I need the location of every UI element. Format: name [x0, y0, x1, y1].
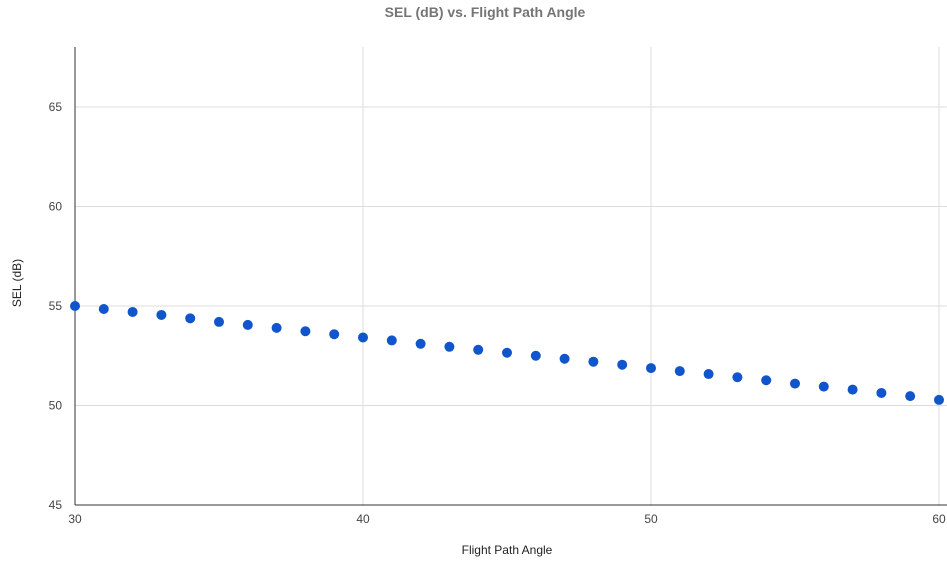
data-point-0-6	[242, 319, 253, 330]
data-point-0-24	[761, 375, 772, 386]
data-point-0-11	[386, 335, 397, 346]
y-tick-label-0: 45	[49, 498, 63, 512]
data-point-0-18	[588, 356, 599, 367]
data-point-0-23	[732, 372, 743, 383]
data-point-0-1	[98, 303, 109, 314]
y-tick-label-1: 50	[49, 399, 63, 413]
data-point-0-26	[818, 381, 829, 392]
data-point-0-7	[271, 322, 282, 333]
data-point-0-20	[646, 363, 656, 374]
y-tick-label-3: 60	[49, 200, 63, 214]
x-tick-label-0: 30	[68, 512, 82, 526]
data-point-0-21	[674, 366, 685, 377]
data-point-0-28	[876, 387, 887, 398]
data-point-0-14	[473, 344, 484, 355]
x-tick-label-2: 50	[644, 512, 658, 526]
data-point-0-29	[905, 391, 916, 402]
y-axis-label: SEL (dB)	[10, 259, 24, 307]
data-point-0-9	[329, 329, 340, 340]
gridlines	[75, 47, 947, 505]
y-tick-label-2: 55	[49, 299, 63, 313]
axes	[74, 47, 947, 506]
y-tick-label-4: 65	[49, 100, 63, 114]
chart-title: SEL (dB) vs. Flight Path Angle	[385, 4, 586, 20]
tick-labels: 45 50 55 60 65 30 40 50 60	[49, 100, 946, 526]
data-point-0-25	[790, 378, 800, 389]
data-point-0-16	[530, 350, 541, 361]
data-point-0-17	[559, 353, 570, 364]
data-point-0-4	[185, 313, 196, 324]
data-point-0-8	[300, 326, 311, 337]
data-points	[70, 301, 944, 405]
data-point-0-3	[156, 309, 167, 320]
data-point-0-15	[502, 347, 512, 358]
x-tick-label-1: 40	[356, 512, 370, 526]
data-point-0-2	[127, 306, 138, 317]
data-point-0-13	[444, 341, 455, 352]
data-point-0-30	[934, 394, 944, 405]
x-axis-label: Flight Path Angle	[462, 543, 553, 557]
data-point-0-27	[847, 384, 858, 395]
data-point-0-10	[358, 332, 368, 343]
x-tick-label-3: 60	[932, 512, 946, 526]
data-point-0-5	[214, 316, 224, 327]
data-point-0-12	[415, 338, 426, 349]
data-point-0-0	[70, 301, 80, 311]
data-point-0-22	[703, 369, 714, 380]
data-point-0-19	[617, 359, 628, 370]
